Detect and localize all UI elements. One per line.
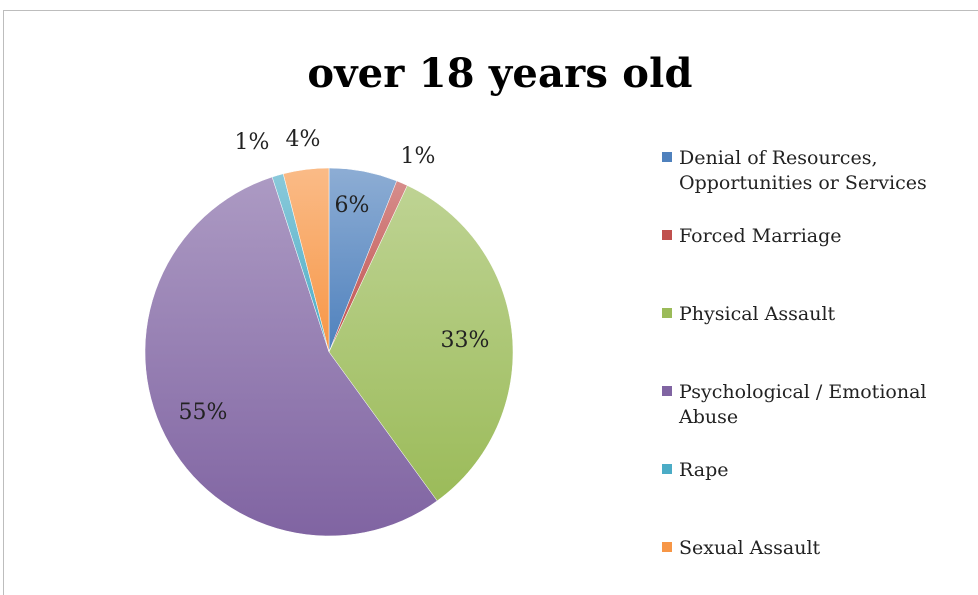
legend-swatch [662, 230, 672, 240]
legend-label: Sexual Assault [679, 536, 820, 561]
data-label-forced-marriage: 1% [401, 144, 436, 169]
legend-label: Rape [679, 458, 728, 483]
legend-item-forced-marriage: Forced Marriage [662, 224, 842, 249]
data-label-rape: 1% [235, 130, 270, 155]
legend-swatch [662, 308, 672, 318]
legend-swatch [662, 386, 672, 396]
legend-label: Denial of Resources, Opportunities or Se… [679, 146, 927, 196]
data-label-psychological-emotional-abuse: 55% [179, 400, 228, 425]
legend-label: Physical Assault [679, 302, 835, 327]
legend-swatch [662, 542, 672, 552]
data-label-sexual-assault: 4% [286, 127, 321, 152]
legend-item-physical-assault: Physical Assault [662, 302, 835, 327]
legend-swatch [662, 464, 672, 474]
legend-item-denial-of-resources: Denial of Resources, Opportunities or Se… [662, 146, 927, 196]
legend-swatch [662, 152, 672, 162]
legend-item-rape: Rape [662, 458, 728, 483]
legend-item-psychological-emotional-abuse: Psychological / Emotional Abuse [662, 380, 926, 430]
data-label-physical-assault: 33% [441, 328, 490, 353]
legend-label: Forced Marriage [679, 224, 842, 249]
data-label-denial-of-resources: 6% [335, 193, 370, 218]
legend-label: Psychological / Emotional Abuse [679, 380, 926, 430]
legend-item-sexual-assault: Sexual Assault [662, 536, 820, 561]
